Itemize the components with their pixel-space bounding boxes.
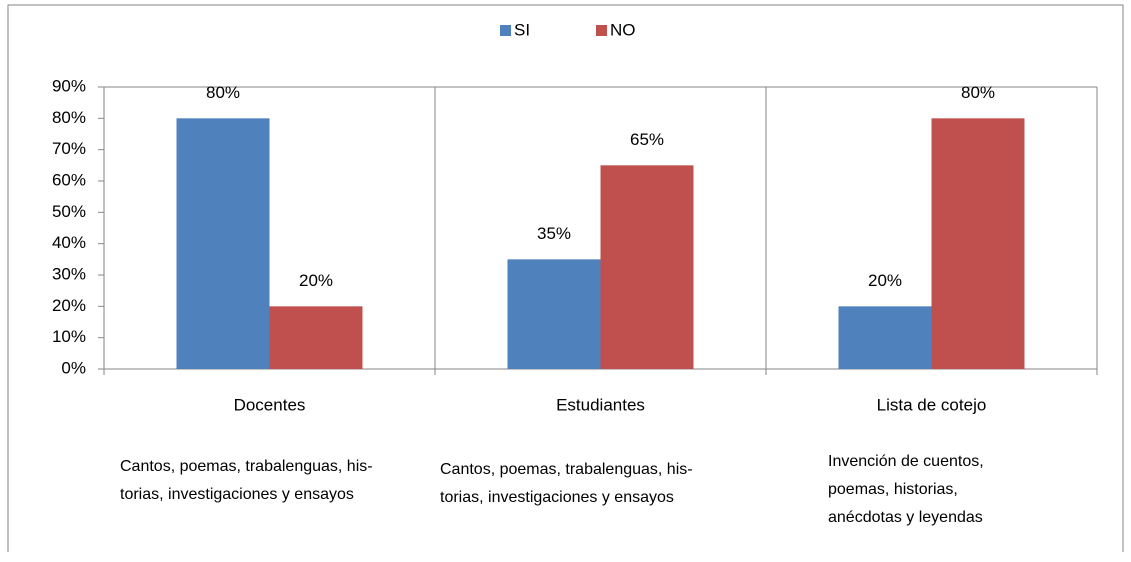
- legend-label: NO: [610, 20, 636, 39]
- y-tick-label: 0%: [61, 358, 86, 377]
- bar: [176, 118, 270, 369]
- annotation: Cantos, poemas, trabalenguas, his-: [120, 458, 373, 475]
- annotation: torias, investigaciones y ensayos: [120, 486, 354, 503]
- chart-frame: [7, 4, 1124, 552]
- y-tick-label: 90%: [52, 76, 86, 95]
- x-tick-label: Docentes: [234, 395, 306, 414]
- x-tick-label: Lista de cotejo: [877, 395, 987, 414]
- bar: [931, 118, 1025, 369]
- y-tick-label: 10%: [52, 327, 86, 346]
- value-label: 80%: [206, 83, 240, 102]
- bar: [269, 306, 363, 369]
- legend-label: SI: [514, 20, 530, 39]
- bar: [838, 306, 932, 369]
- y-tick-label: 20%: [52, 296, 86, 315]
- y-tick-label: 70%: [52, 139, 86, 158]
- legend-swatch: [500, 25, 511, 36]
- y-tick-label: 50%: [52, 202, 86, 221]
- value-label: 35%: [537, 224, 571, 243]
- annotation: Invención de cuentos,: [828, 453, 984, 470]
- y-tick-label: 30%: [52, 264, 86, 283]
- y-tick-label: 40%: [52, 233, 86, 252]
- legend-swatch: [596, 25, 607, 36]
- y-tick-label: 60%: [52, 170, 86, 189]
- annotation: Cantos, poemas, trabalenguas, his-: [440, 461, 693, 478]
- bar: [507, 259, 601, 369]
- annotation: torias, investigaciones y ensayos: [440, 489, 674, 506]
- value-label: 65%: [630, 130, 664, 149]
- annotation: anécdotas y leyendas: [828, 509, 983, 526]
- y-tick-label: 80%: [52, 108, 86, 127]
- bar: [600, 165, 694, 369]
- x-tick-label: Estudiantes: [556, 395, 645, 414]
- value-label: 20%: [868, 271, 902, 290]
- annotation: poemas, historias,: [828, 481, 958, 498]
- value-label: 20%: [299, 271, 333, 290]
- value-label: 80%: [961, 83, 995, 102]
